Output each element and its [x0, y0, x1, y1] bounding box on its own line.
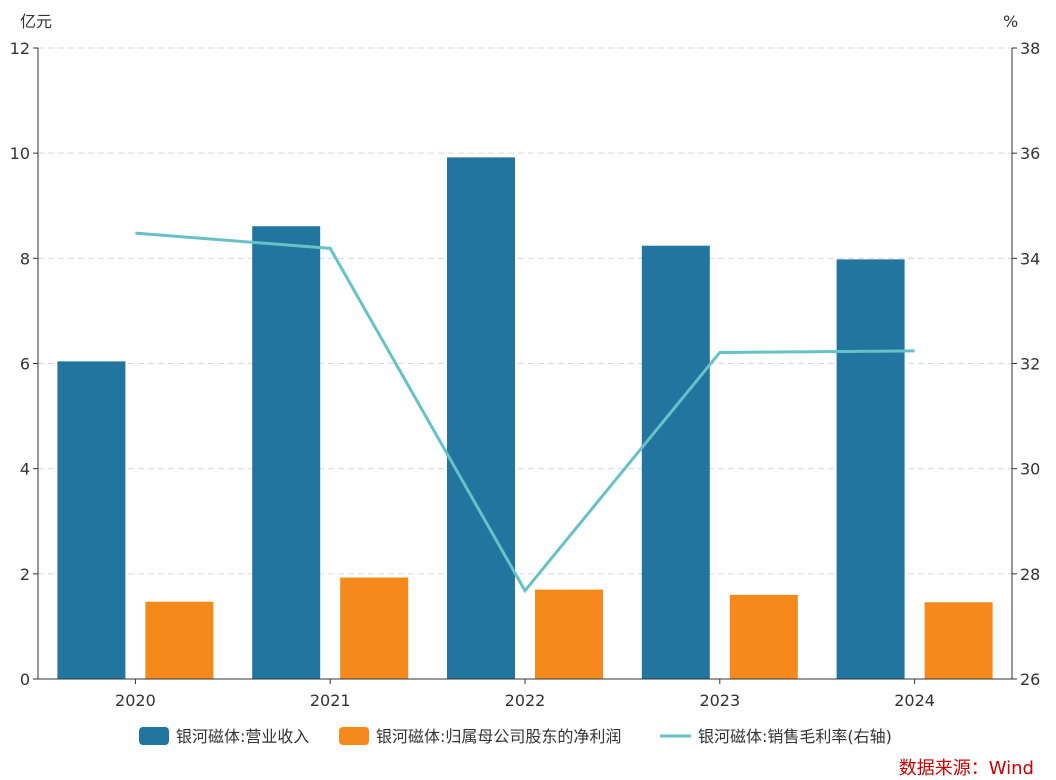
data-source: 数据来源：Wind [899, 758, 1034, 779]
legend: 银河磁体:营业收入 银河磁体:归属母公司股东的净利润 银河磁体:销售毛利率(右轴… [139, 727, 892, 746]
x-axis-tick-label: 2024 [894, 691, 935, 710]
left-axis-tick-label: 10 [10, 144, 30, 163]
right-axis-tick-label: 30 [1020, 460, 1040, 479]
legend-swatch-net-profit [339, 727, 369, 745]
revenue-bar [57, 361, 126, 679]
right-axis-tick-label: 28 [1020, 565, 1040, 584]
x-axis-tick-label: 2022 [505, 691, 546, 710]
left-axis-tick-label: 6 [20, 355, 30, 374]
revenue-bar [836, 259, 905, 679]
right-axis-tick-label: 36 [1020, 144, 1040, 163]
net-profit-bar [535, 589, 603, 679]
net-profit-bar [729, 594, 798, 679]
right-axis-tick-label: 34 [1020, 249, 1040, 268]
revenue-bar [447, 157, 515, 679]
left-axis-tick-label: 12 [10, 39, 30, 58]
right-axis-tick-label: 32 [1020, 355, 1040, 374]
right-axis-unit: % [1003, 12, 1018, 31]
left-axis-tick-label: 2 [20, 565, 30, 584]
revenue-bar [641, 245, 710, 680]
net-profit-bar [340, 577, 409, 679]
net-profit-bar [145, 601, 214, 679]
left-axis-unit: 亿元 [20, 12, 52, 31]
right-axis-tick-label: 38 [1020, 39, 1040, 58]
net-profit-bar [924, 602, 993, 679]
x-axis-tick-label: 2020 [115, 691, 156, 710]
gross-margin-line [135, 231, 915, 594]
right-axis-tick-label: 26 [1020, 670, 1040, 689]
legend-swatch-revenue [139, 727, 169, 745]
legend-label-revenue: 银河磁体:营业收入 [176, 727, 309, 746]
tick-labels: 0 2 4 6 8 10 12 26 28 30 32 34 36 38 2020 2021 2022 2023 2… [10, 39, 1041, 710]
legend-label-net-profit: 银河磁体:归属母公司股东的净利润 [376, 727, 621, 746]
left-axis-tick-label: 8 [20, 249, 30, 268]
x-axis-tick-label: 2023 [699, 691, 740, 710]
x-axis-tick-label: 2021 [310, 691, 351, 710]
left-axis-tick-label: 4 [20, 460, 30, 479]
revenue-bar [252, 226, 321, 679]
legend-label-gross-margin: 银河磁体:销售毛利率(右轴) [698, 727, 892, 746]
bars [57, 157, 993, 680]
left-axis-tick-label: 0 [20, 670, 30, 689]
